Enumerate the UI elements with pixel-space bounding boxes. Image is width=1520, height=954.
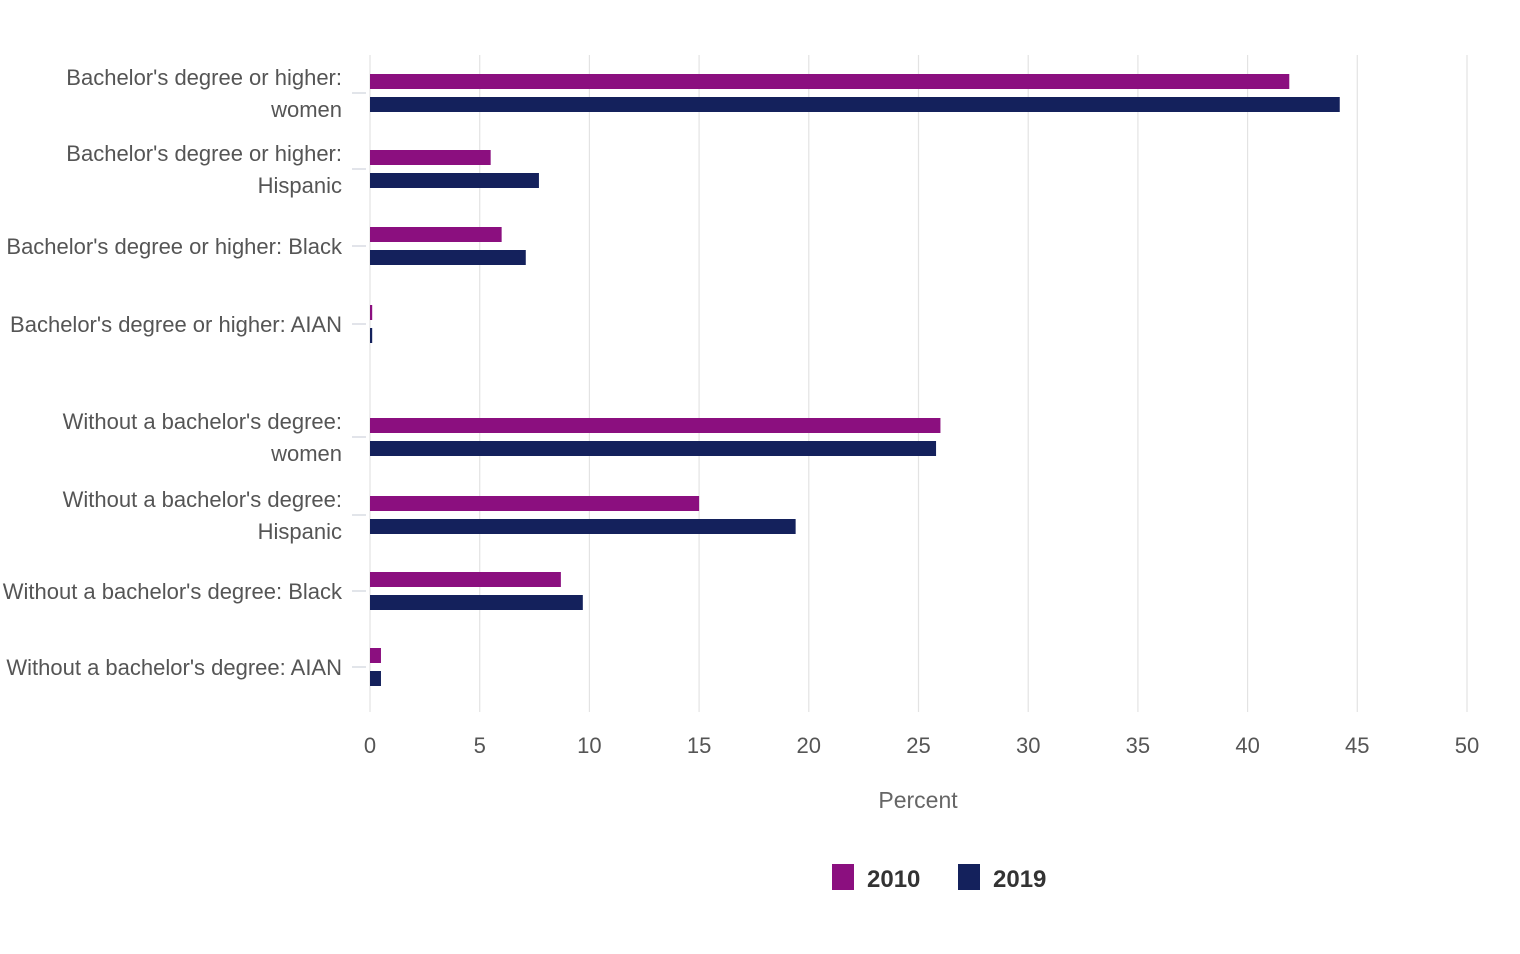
category-label: Hispanic bbox=[258, 173, 342, 198]
bar-2019-1 bbox=[370, 97, 1340, 112]
category-label: Without a bachelor's degree: Black bbox=[3, 579, 343, 604]
legend-label-2019: 2019 bbox=[993, 866, 1046, 893]
category-label: Without a bachelor's degree: AIAN bbox=[6, 655, 342, 680]
x-tick-label-40: 40 bbox=[1235, 733, 1259, 758]
bar-2010-7 bbox=[370, 572, 561, 587]
x-tick-label-10: 10 bbox=[577, 733, 601, 758]
legend-swatch-2019 bbox=[958, 864, 980, 890]
category-label: Without a bachelor's degree: bbox=[63, 487, 342, 512]
category-label: Bachelor's degree or higher: AIAN bbox=[10, 312, 342, 337]
category-labels: Bachelor's degree or higher: women Bachelo… bbox=[3, 65, 366, 680]
bar-2019-4 bbox=[370, 328, 373, 343]
bar-2019-8 bbox=[370, 671, 381, 686]
bar-2010-1 bbox=[370, 74, 1290, 89]
x-tick-label-15: 15 bbox=[687, 733, 711, 758]
bar-2019-3 bbox=[370, 250, 526, 265]
legend-swatch-2010 bbox=[832, 864, 854, 890]
bar-2010-2 bbox=[370, 150, 491, 165]
x-tick-label-25: 25 bbox=[906, 733, 930, 758]
category-label: women bbox=[270, 441, 342, 466]
gridlines bbox=[369, 55, 1468, 712]
bar-2010-5 bbox=[370, 418, 941, 433]
bar-2019-2 bbox=[370, 173, 539, 188]
x-tick-label-0: 0 bbox=[364, 733, 376, 758]
bar-2010-6 bbox=[370, 496, 700, 511]
x-axis-ticks: 0 5 10 15 20 25 30 35 40 45 50 bbox=[364, 733, 1479, 758]
x-axis-title: Percent bbox=[878, 787, 958, 813]
x-tick-label-20: 20 bbox=[797, 733, 821, 758]
x-tick-label-30: 30 bbox=[1016, 733, 1040, 758]
category-label: Bachelor's degree or higher: Black bbox=[6, 234, 343, 259]
legend-label-2010: 2010 bbox=[867, 866, 920, 893]
bar-2019-5 bbox=[370, 441, 937, 456]
category-label: women bbox=[270, 97, 342, 122]
bar-2010-3 bbox=[370, 227, 502, 242]
bar-2019-7 bbox=[370, 595, 583, 610]
category-label: Without a bachelor's degree: bbox=[63, 409, 342, 434]
bar-2019-6 bbox=[370, 519, 796, 534]
category-label: Bachelor's degree or higher: bbox=[66, 65, 342, 90]
bar-2010-4 bbox=[370, 305, 373, 320]
category-label: Bachelor's degree or higher: bbox=[66, 141, 342, 166]
legend: 2010 2019 bbox=[832, 864, 1046, 893]
x-tick-label-45: 45 bbox=[1345, 733, 1369, 758]
x-tick-label-50: 50 bbox=[1455, 733, 1479, 758]
x-tick-label-5: 5 bbox=[474, 733, 486, 758]
bars bbox=[370, 74, 1340, 686]
category-label: Hispanic bbox=[258, 519, 342, 544]
x-tick-label-35: 35 bbox=[1126, 733, 1150, 758]
bar-2010-8 bbox=[370, 648, 381, 663]
